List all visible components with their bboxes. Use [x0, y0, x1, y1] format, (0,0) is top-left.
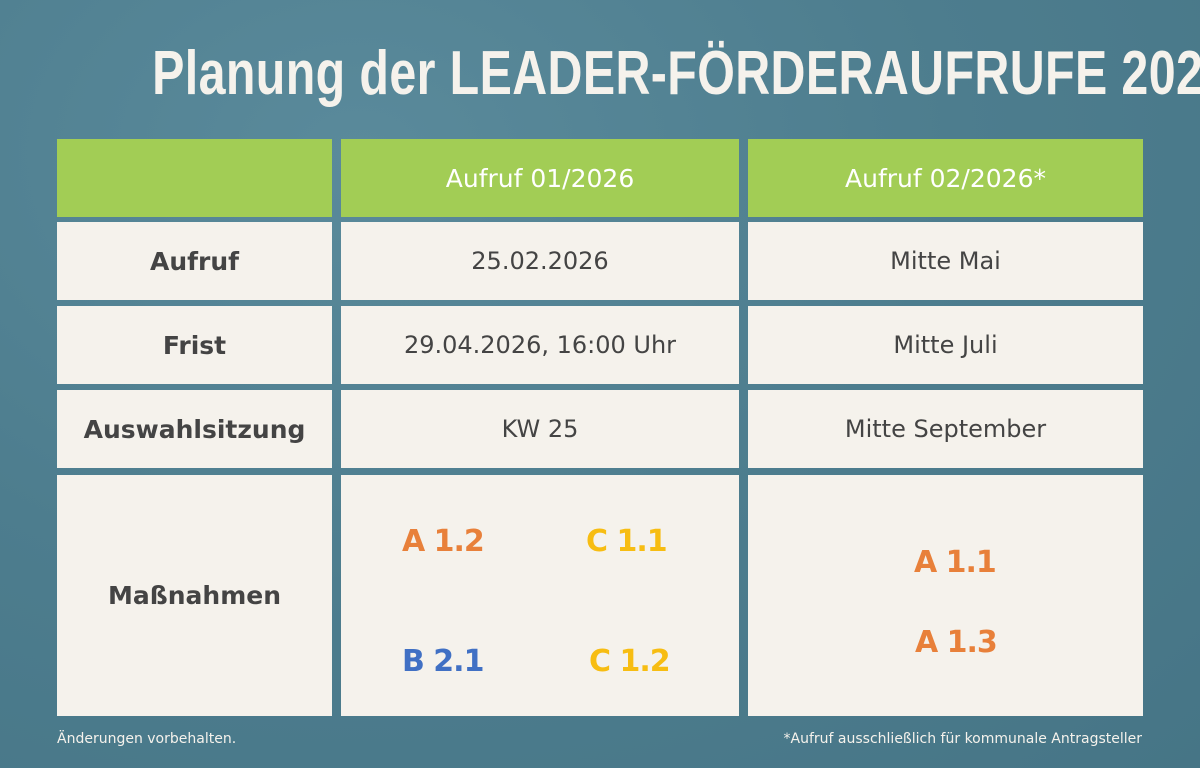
measure-code: A 1.3 [915, 625, 998, 660]
page-title: Planung der LEADER-FÖRDERAUFRUFE 2026 [0, 38, 1200, 109]
cell-massnahmen-call-1 [341, 475, 739, 716]
footnote-left: Änderungen vorbehalten. [57, 731, 237, 747]
measure-code: C 1.1 [586, 524, 668, 559]
measure-code: C 1.2 [589, 644, 671, 679]
cell-auswahlsitzung-call-1: KW 25 [341, 390, 739, 468]
row-label-aufruf: Aufruf [57, 222, 332, 300]
header-empty [57, 139, 332, 217]
row-label-auswahlsitzung: Auswahlsitzung [57, 390, 332, 468]
header-call-2: Aufruf 02/2026* [748, 139, 1143, 217]
cell-aufruf-call-2: Mitte Mai [748, 222, 1143, 300]
row-label-massnahmen: Maßnahmen [57, 475, 332, 716]
title-text: Planung der LEADER-FÖRDERAUFRUFE 2026 [152, 39, 1200, 108]
cell-frist-call-1: 29.04.2026, 16:00 Uhr [341, 306, 739, 384]
footnote-right: *Aufruf ausschließlich für kommunale Ant… [783, 731, 1142, 747]
cell-frist-call-2: Mitte Juli [748, 306, 1143, 384]
header-call-1: Aufruf 01/2026 [341, 139, 739, 217]
measure-code: A 1.2 [402, 524, 485, 559]
measure-code: A 1.1 [914, 545, 997, 580]
cell-massnahmen-call-2 [748, 475, 1143, 716]
cell-aufruf-call-1: 25.02.2026 [341, 222, 739, 300]
cell-auswahlsitzung-call-2: Mitte September [748, 390, 1143, 468]
row-label-frist: Frist [57, 306, 332, 384]
measure-code: B 2.1 [402, 644, 484, 679]
